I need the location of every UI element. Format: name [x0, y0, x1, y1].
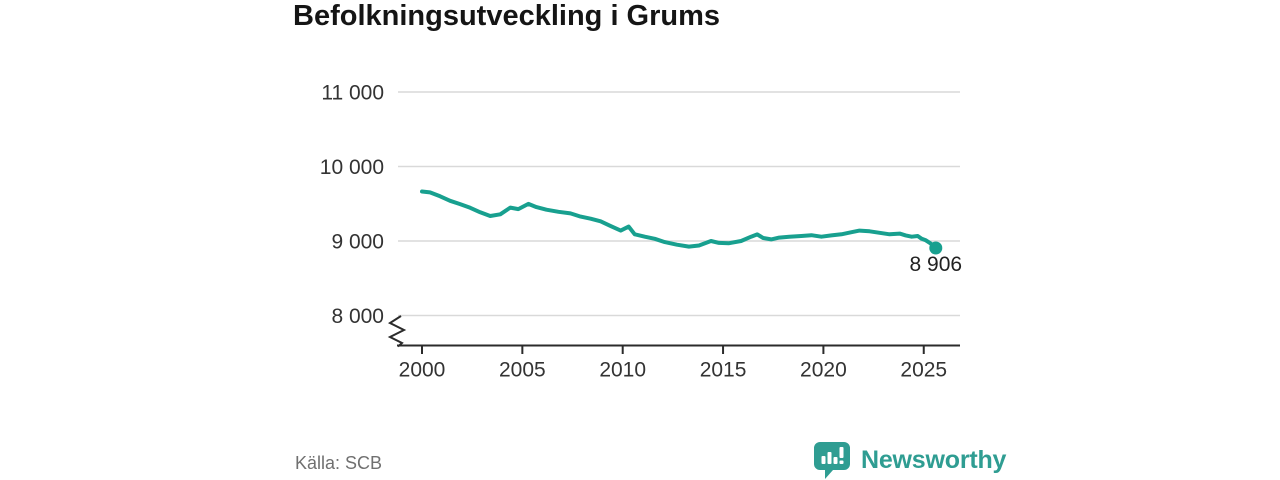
chart-title: Befolkningsutveckling i Grums [293, 0, 721, 32]
x-tick-label: 2020 [800, 359, 847, 382]
source-note: Källa: SCB [295, 453, 383, 473]
axis-break-icon [387, 315, 407, 348]
x-tick-label: 2025 [900, 359, 947, 382]
y-tick-label: 9 000 [331, 231, 384, 254]
y-tick-label: 11 000 [321, 82, 384, 105]
y-tick-label: 8 000 [331, 305, 384, 328]
newsworthy-bubble-chart-icon [814, 442, 850, 479]
end-point-marker [929, 241, 943, 255]
newsworthy-wordmark: Newsworthy [861, 445, 1007, 474]
newsworthy-logo: Newsworthy [812, 440, 1006, 480]
y-tick-label: 10 000 [320, 156, 384, 179]
x-tick-label: 2015 [700, 359, 747, 382]
x-tick-label: 2000 [399, 359, 446, 382]
x-tick-label: 2005 [499, 359, 546, 382]
population-line [420, 189, 938, 250]
end-point-label: 8 906 [910, 253, 963, 276]
x-tick-label: 2010 [599, 359, 646, 382]
